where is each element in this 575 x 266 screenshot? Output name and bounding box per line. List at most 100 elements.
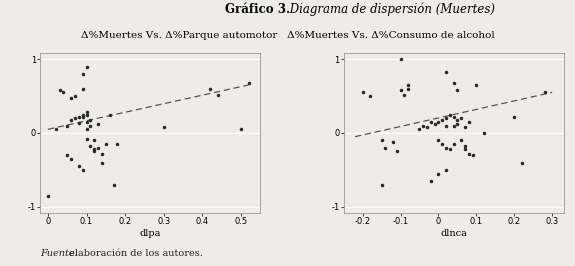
- Point: [43, 194, 52, 198]
- Point: [426, 179, 435, 183]
- Point: [90, 149, 99, 153]
- Point: [509, 115, 519, 119]
- Point: [67, 157, 76, 161]
- Point: [86, 118, 95, 122]
- Point: [540, 90, 549, 94]
- Point: [468, 153, 477, 157]
- Point: [457, 138, 466, 143]
- Point: [442, 168, 451, 172]
- Point: [236, 127, 246, 131]
- Text: Δ%Muertes Vs. Δ%Parque automotor   Δ%Muertes Vs. Δ%Consumo de alcohol: Δ%Muertes Vs. Δ%Parque automotor Δ%Muert…: [81, 31, 494, 40]
- Text: Fuente:: Fuente:: [40, 249, 78, 258]
- Point: [86, 144, 95, 148]
- Point: [74, 115, 83, 119]
- Point: [70, 116, 79, 120]
- Point: [449, 123, 458, 128]
- Point: [377, 182, 386, 187]
- Point: [113, 142, 122, 146]
- Point: [94, 122, 103, 126]
- Point: [67, 118, 76, 122]
- Point: [415, 127, 424, 131]
- Point: [445, 113, 454, 117]
- Point: [430, 122, 439, 126]
- Point: [109, 182, 118, 187]
- Point: [453, 88, 462, 92]
- Point: [59, 90, 68, 94]
- Point: [434, 138, 443, 143]
- Point: [449, 115, 458, 119]
- Point: [70, 94, 79, 98]
- Point: [381, 146, 390, 150]
- Point: [51, 127, 60, 131]
- Point: [461, 147, 470, 151]
- Point: [358, 90, 367, 94]
- Point: [388, 140, 397, 144]
- Point: [213, 93, 223, 97]
- Point: [404, 86, 413, 91]
- Point: [461, 144, 470, 148]
- Text: Gráfico 3.: Gráfico 3.: [225, 3, 290, 16]
- Point: [464, 120, 473, 124]
- Point: [78, 72, 87, 76]
- Point: [74, 120, 83, 125]
- Point: [67, 95, 76, 100]
- Point: [82, 110, 91, 114]
- Point: [63, 153, 72, 157]
- Point: [377, 138, 386, 143]
- Point: [392, 149, 401, 153]
- Point: [244, 81, 253, 85]
- Point: [159, 125, 168, 129]
- Point: [442, 123, 451, 128]
- Point: [90, 147, 99, 151]
- Text: Diagrama de dispersión (Muertes): Diagrama de dispersión (Muertes): [286, 3, 494, 16]
- Point: [78, 115, 87, 119]
- Point: [55, 88, 64, 92]
- Text: elaboración de los autores.: elaboración de los autores.: [66, 249, 203, 258]
- Point: [63, 123, 72, 128]
- Point: [101, 142, 110, 146]
- Point: [78, 86, 87, 91]
- Point: [82, 137, 91, 141]
- Point: [442, 70, 451, 74]
- Point: [449, 142, 458, 146]
- Point: [82, 113, 91, 117]
- Point: [426, 120, 435, 124]
- Point: [442, 116, 451, 120]
- Point: [82, 127, 91, 131]
- Point: [453, 118, 462, 122]
- Point: [86, 123, 95, 128]
- Point: [419, 123, 428, 128]
- Point: [438, 142, 447, 146]
- Point: [396, 88, 405, 92]
- X-axis label: dlnca: dlnca: [440, 229, 467, 238]
- Point: [423, 125, 432, 129]
- Point: [205, 86, 214, 91]
- Point: [434, 120, 443, 124]
- Point: [396, 57, 405, 61]
- Point: [442, 146, 451, 150]
- Point: [82, 120, 91, 124]
- Point: [94, 146, 103, 150]
- Point: [404, 83, 413, 87]
- Point: [434, 172, 443, 176]
- Point: [449, 81, 458, 85]
- Point: [457, 116, 466, 120]
- Point: [453, 122, 462, 126]
- X-axis label: dlpa: dlpa: [140, 229, 161, 238]
- Point: [74, 164, 83, 168]
- Point: [472, 83, 481, 87]
- Point: [400, 93, 409, 97]
- Point: [97, 160, 106, 165]
- Point: [517, 160, 526, 165]
- Point: [78, 113, 87, 117]
- Point: [105, 113, 114, 117]
- Point: [366, 94, 375, 98]
- Point: [82, 64, 91, 69]
- Point: [480, 131, 489, 135]
- Point: [461, 125, 470, 129]
- Point: [97, 152, 106, 156]
- Point: [445, 147, 454, 151]
- Point: [464, 152, 473, 156]
- Point: [90, 138, 99, 143]
- Point: [78, 168, 87, 172]
